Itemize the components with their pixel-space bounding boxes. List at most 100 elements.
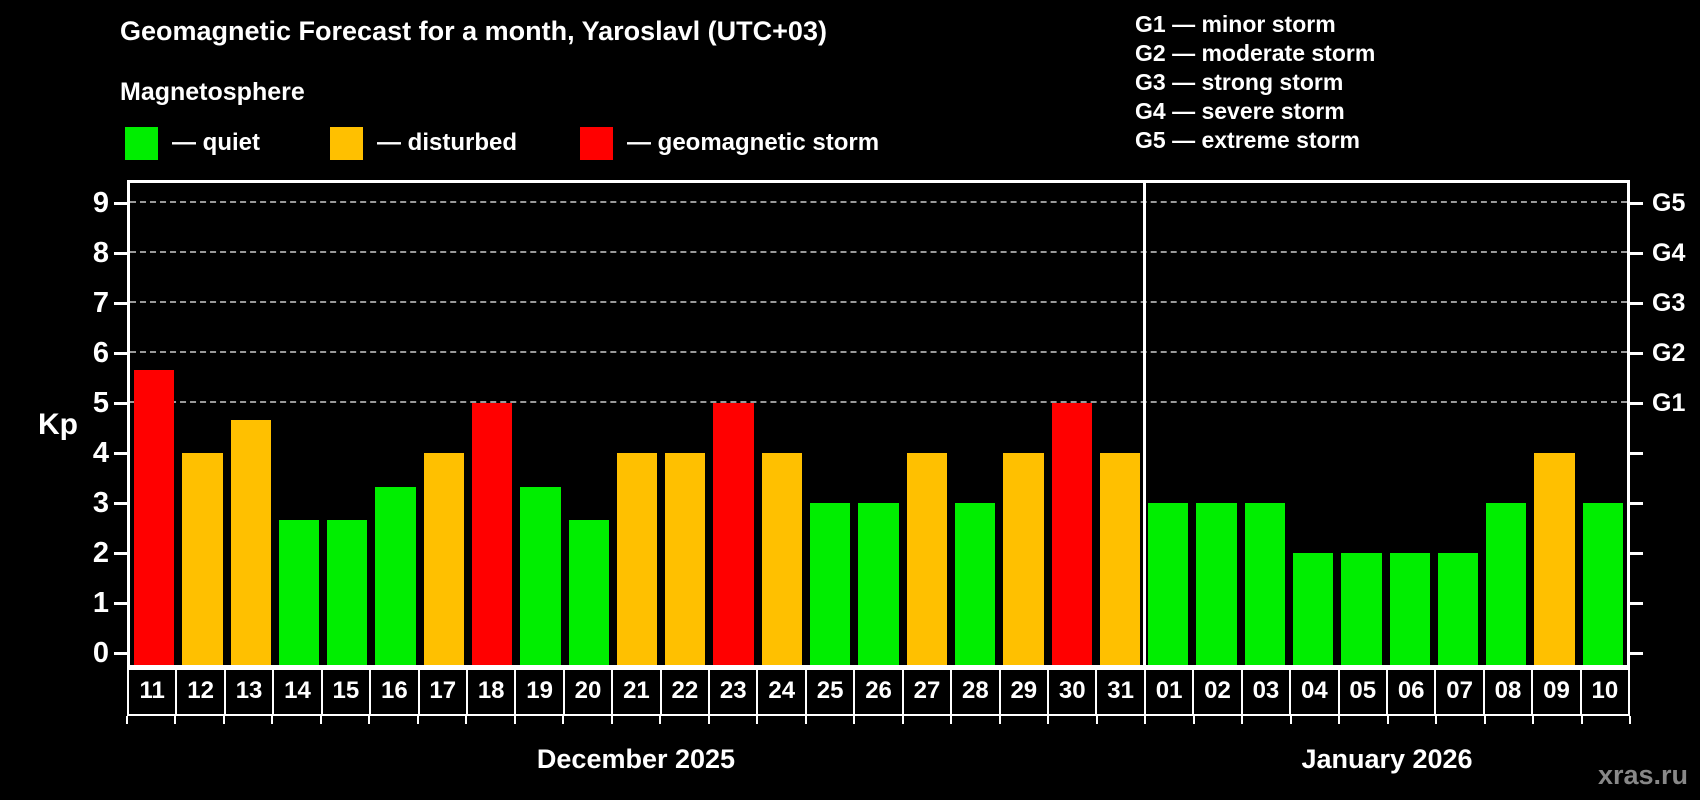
y-tick-label-9: 9	[92, 187, 109, 219]
date-cell-dec-18: 18	[465, 668, 517, 716]
date-cell-jan-04: 04	[1289, 668, 1340, 716]
date-cell-dec-27: 27	[901, 668, 953, 716]
date-boundary-tick	[610, 716, 613, 724]
date-boundary-tick	[222, 716, 225, 724]
storm-swatch-icon	[580, 126, 613, 160]
date-cell-dec-20: 20	[562, 668, 614, 716]
quiet-swatch-icon	[125, 126, 158, 160]
chart-frame	[127, 180, 1630, 668]
y-tick-label-1: 1	[92, 587, 109, 619]
plot-area	[130, 183, 1627, 665]
y-tick-label-5: 5	[92, 387, 109, 419]
date-cell-dec-12: 12	[175, 668, 226, 716]
date-boundary-tick	[1047, 716, 1050, 724]
date-cell-dec-21: 21	[611, 668, 662, 716]
date-cell-jan-05: 05	[1337, 668, 1388, 716]
date-boundary-tick	[416, 716, 419, 724]
storm-scale-line-g4: G4 — severe storm	[1135, 98, 1345, 124]
date-cell-dec-17: 17	[417, 668, 468, 716]
date-boundary-tick	[126, 716, 128, 724]
date-cell-dec-19: 19	[514, 668, 565, 716]
watermark: xras.ru	[1597, 760, 1688, 790]
kp-axis-title: Kp	[38, 408, 78, 441]
date-cell-jan-02: 02	[1192, 668, 1243, 716]
date-boundary-tick	[1241, 716, 1244, 724]
date-boundary-tick	[950, 716, 953, 724]
date-boundary-tick	[1338, 716, 1341, 724]
y-tick-right-1	[1630, 601, 1643, 605]
legend-item-quiet: — quiet	[125, 126, 260, 160]
date-cell-jan-08: 08	[1482, 668, 1534, 716]
kp-bar-04	[1292, 553, 1334, 665]
date-cell-dec-31: 31	[1095, 668, 1146, 716]
y-tick-right-7	[1630, 301, 1643, 305]
storm-scale-line-g1: G1 — minor storm	[1135, 11, 1336, 37]
date-boundary-tick	[1192, 716, 1195, 724]
y-tick-right-0	[1630, 651, 1643, 655]
kp-bar-01	[1148, 503, 1189, 665]
color-legend: — quiet — disturbed — geomagnetic storm	[0, 126, 1700, 162]
kp-bar-25	[810, 503, 851, 665]
date-boundary-tick	[319, 716, 322, 724]
legend-label-storm: — geomagnetic storm	[627, 129, 880, 156]
date-boundary-tick	[368, 716, 371, 724]
date-boundary-tick	[998, 716, 1001, 724]
kp-bar-09	[1534, 453, 1575, 665]
storm-scale-legend: G1 — minor storm G2 — moderate storm G3 — …	[1135, 10, 1375, 155]
y-tick-right-3	[1630, 501, 1643, 505]
date-boundary-tick	[562, 716, 565, 724]
kp-bar-23	[713, 403, 754, 665]
y-tick-right-8	[1630, 251, 1643, 255]
date-boundary-tick	[1532, 716, 1535, 724]
kp-bar-21	[616, 453, 658, 665]
g-level-label-g1: G1	[1652, 389, 1686, 417]
date-boundary-tick	[1095, 716, 1098, 724]
date-cell-dec-29: 29	[998, 668, 1050, 716]
kp-bar-14	[278, 519, 320, 665]
date-cell-jan-01: 01	[1143, 668, 1195, 716]
date-boundary-tick	[465, 716, 468, 724]
date-cell-dec-25: 25	[804, 668, 856, 716]
legend-item-disturbed: — disturbed	[330, 126, 517, 160]
kp-bar-12	[182, 453, 223, 665]
date-cell-dec-24: 24	[756, 668, 807, 716]
legend-label-disturbed: — disturbed	[377, 129, 518, 156]
g-level-label-g5: G5	[1652, 189, 1686, 217]
y-tick-left-1	[114, 601, 127, 605]
date-boundary-tick	[659, 716, 662, 724]
g-level-label-g2: G2	[1652, 339, 1686, 367]
y-tick-left-7	[114, 301, 127, 305]
kp-bar-24	[761, 453, 803, 665]
y-tick-label-8: 8	[92, 237, 109, 269]
date-boundary-tick	[853, 716, 856, 724]
legend-item-storm: — geomagnetic storm	[580, 126, 879, 160]
date-boundary-tick	[804, 716, 807, 724]
y-tick-left-3	[114, 501, 127, 505]
y-tick-label-0: 0	[92, 637, 109, 669]
kp-bar-02	[1196, 503, 1237, 665]
kp-bar-03	[1244, 503, 1285, 665]
date-cell-dec-22: 22	[659, 668, 711, 716]
kp-bar-18	[472, 403, 513, 665]
kp-bar-27	[906, 453, 947, 665]
g-level-label-g3: G3	[1652, 289, 1686, 317]
gridline-kp6	[130, 351, 1627, 353]
date-boundary-tick	[513, 716, 516, 724]
date-boundary-tick	[271, 716, 274, 724]
kp-bar-10	[1582, 503, 1623, 665]
date-cell-dec-26: 26	[853, 668, 904, 716]
date-boundary-tick	[1386, 716, 1389, 724]
date-cell-dec-28: 28	[950, 668, 1001, 716]
y-tick-label-7: 7	[92, 287, 109, 319]
legend-label-quiet: — quiet	[172, 129, 260, 156]
kp-bar-06	[1389, 553, 1430, 665]
date-cell-jan-10: 10	[1579, 668, 1631, 716]
y-tick-left-2	[114, 551, 127, 555]
date-cell-dec-11: 11	[127, 668, 178, 716]
date-cell-jan-03: 03	[1240, 668, 1292, 716]
y-tick-label-2: 2	[92, 537, 109, 569]
date-boundary-tick	[756, 716, 759, 724]
kp-bar-07	[1437, 553, 1479, 665]
kp-bar-30	[1051, 403, 1092, 665]
kp-bar-22	[665, 453, 706, 665]
